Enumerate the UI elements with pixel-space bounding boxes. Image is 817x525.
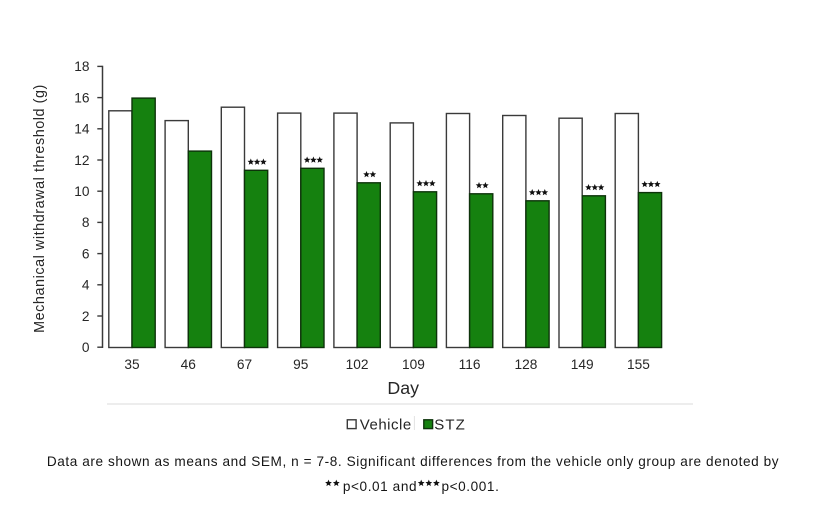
- svg-text:46: 46: [181, 357, 197, 372]
- svg-text:14: 14: [74, 122, 90, 137]
- svg-text:67: 67: [237, 357, 252, 372]
- svg-text:10: 10: [74, 184, 90, 199]
- svg-text:35: 35: [124, 357, 140, 372]
- svg-text:109: 109: [402, 357, 425, 372]
- svg-text:116: 116: [459, 357, 481, 372]
- svg-text:149: 149: [571, 357, 594, 372]
- svg-text:2: 2: [82, 309, 90, 324]
- svg-text:95: 95: [293, 357, 309, 372]
- svg-text:8: 8: [82, 215, 90, 230]
- svg-text:155: 155: [627, 357, 650, 372]
- svg-text:p<0.01 and: p<0.01 and: [343, 479, 417, 494]
- svg-text:Day: Day: [387, 378, 419, 398]
- svg-text:Mechanical withdrawal threshol: Mechanical withdrawal threshold (g): [32, 84, 48, 333]
- svg-text:STZ: STZ: [434, 417, 466, 434]
- svg-text:Vehicle: Vehicle: [360, 417, 412, 434]
- svg-text:Data are shown as means and SE: Data are shown as means and SEM, n = 7-8…: [47, 454, 779, 469]
- svg-text:102: 102: [346, 357, 369, 372]
- svg-text:16: 16: [74, 90, 90, 105]
- svg-text:6: 6: [82, 246, 90, 261]
- svg-text:p<0.001.: p<0.001.: [442, 479, 500, 494]
- svg-text:12: 12: [74, 153, 89, 168]
- svg-text:4: 4: [82, 278, 90, 293]
- svg-text:18: 18: [74, 59, 90, 74]
- svg-text:0: 0: [82, 340, 90, 355]
- svg-text:128: 128: [514, 357, 537, 372]
